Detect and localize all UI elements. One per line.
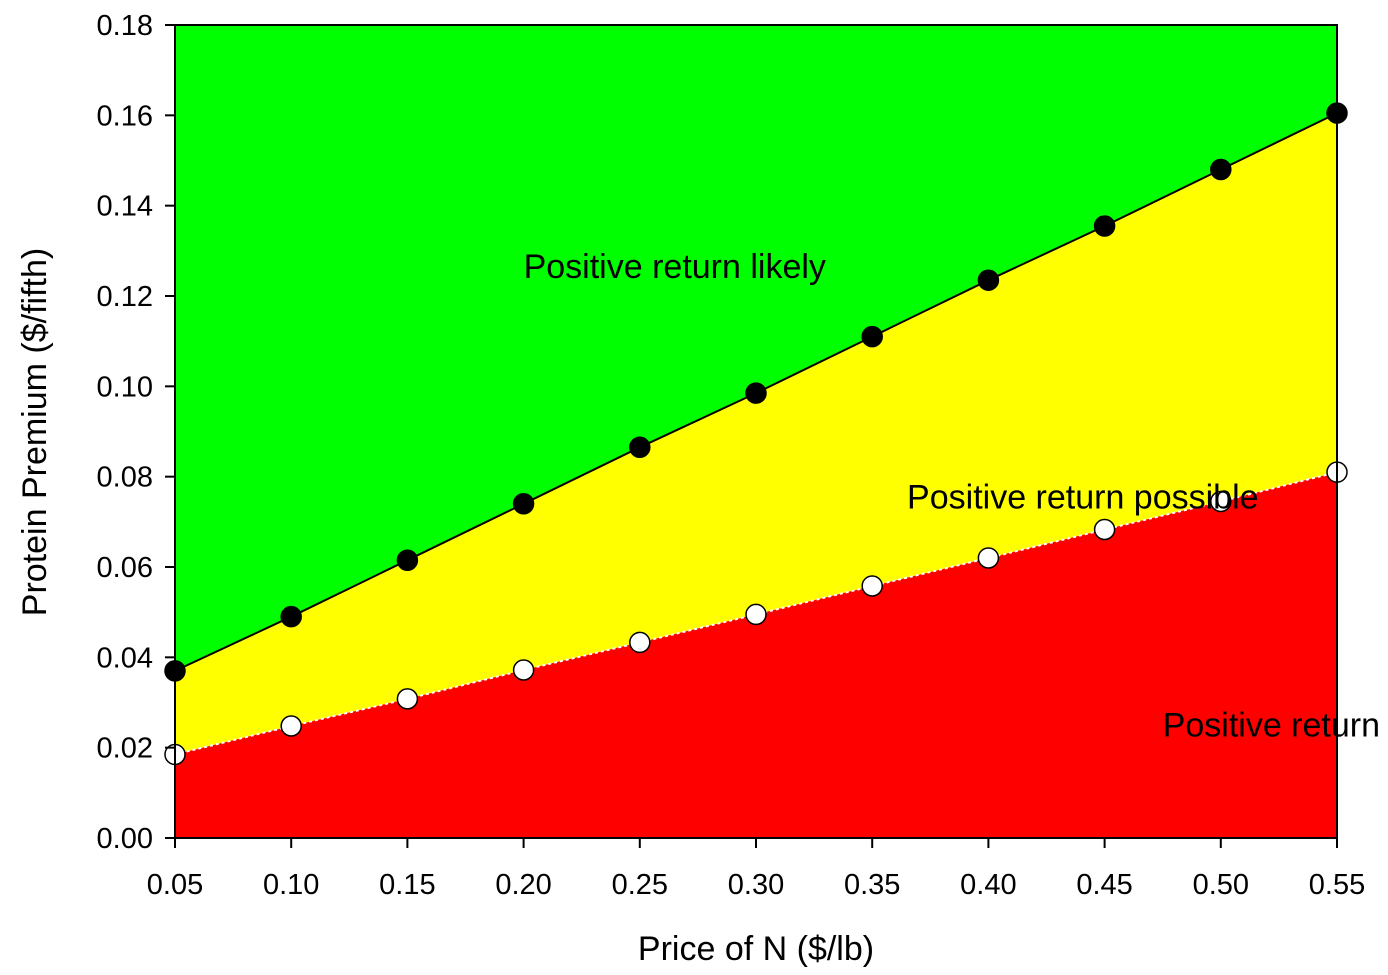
region-label-likely: Positive return likely xyxy=(524,248,826,286)
region-label-possible: Positive return possible xyxy=(907,478,1259,516)
x-tick-label-6: 0.35 xyxy=(844,869,900,901)
regions-layer xyxy=(175,25,1337,838)
y-tick-label-9: 0.18 xyxy=(97,10,153,42)
y-tick-label-1: 0.02 xyxy=(97,733,153,765)
region-label-unlikely: Positive return unlikely xyxy=(1163,706,1388,744)
lower-boundary-line xyxy=(174,471,1338,756)
upper-point-9 xyxy=(1210,158,1232,181)
upper-point-5 xyxy=(745,382,767,404)
x-axis-title: Price of N ($/lb) xyxy=(638,930,874,968)
y-tick-label-8: 0.16 xyxy=(97,100,153,132)
x-tick-label-3: 0.20 xyxy=(495,869,551,901)
markers-layer xyxy=(164,102,1348,766)
lower-point-8 xyxy=(1093,518,1116,541)
x-tick-label-2: 0.15 xyxy=(379,869,435,901)
y-tick-label-4: 0.08 xyxy=(97,462,153,494)
axes-layer: 0.05 0.10 0.15 0.20 0.25 0.30 0.35 0.40 0.45 0.50… xyxy=(97,10,1366,901)
x-tick-label-4: 0.25 xyxy=(612,869,668,901)
upper-point-6 xyxy=(861,325,883,348)
lower-point-7 xyxy=(977,547,1000,569)
upper-point-1 xyxy=(280,605,302,628)
y-tick-label-2: 0.04 xyxy=(97,642,153,674)
lower-point-3 xyxy=(512,659,535,681)
x-tick-label-8: 0.45 xyxy=(1076,869,1132,901)
lower-point-9 xyxy=(1210,490,1232,513)
region-likely xyxy=(175,25,1337,671)
y-tick-label-3: 0.06 xyxy=(97,552,153,584)
y-tick-label-6: 0.12 xyxy=(97,281,153,313)
x-tick-label-10: 0.55 xyxy=(1309,869,1365,901)
upper-point-4 xyxy=(629,436,651,459)
x-tick-label-7: 0.40 xyxy=(960,869,1016,901)
lower-point-4 xyxy=(629,631,651,654)
y-tick-label-7: 0.14 xyxy=(97,191,153,223)
region-unlikely xyxy=(175,472,1337,838)
lower-point-5 xyxy=(745,603,767,626)
y-axis-title: Protein Premium ($/fifth) xyxy=(16,248,54,616)
lower-point-6 xyxy=(861,575,883,597)
upper-point-8 xyxy=(1093,215,1116,237)
y-tick-label-5: 0.10 xyxy=(97,371,153,403)
x-tick-label-9: 0.50 xyxy=(1193,869,1249,901)
upper-point-7 xyxy=(977,269,1000,291)
x-tick-label-0: 0.05 xyxy=(147,869,203,901)
upper-point-2 xyxy=(396,549,419,571)
y-tick-label-0: 0.00 xyxy=(97,823,153,855)
upper-point-3 xyxy=(512,493,535,515)
lower-point-1 xyxy=(280,715,302,737)
x-tick-label-5: 0.30 xyxy=(728,869,784,901)
x-tick-label-1: 0.10 xyxy=(263,869,319,901)
region-labels-layer: Positive return likely Positive return po… xyxy=(524,248,1388,744)
region-possible xyxy=(175,113,1337,755)
lower-point-2 xyxy=(396,688,419,710)
